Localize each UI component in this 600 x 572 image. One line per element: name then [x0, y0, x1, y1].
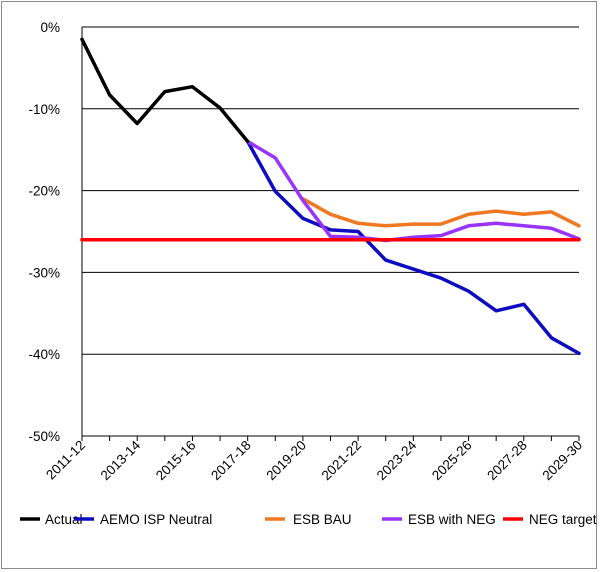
x-tick-label: 2025-26 [429, 438, 475, 484]
y-tick-label: -30% [28, 265, 60, 280]
x-tick-label: 2023-24 [374, 437, 420, 483]
series-line-esb-bau [301, 197, 581, 228]
series-line-esb-with-neg [245, 139, 581, 243]
x-tick-label: 2011-12 [43, 438, 88, 483]
legend-label-aemo-isp-neutral: AEMO ISP Neutral [100, 512, 212, 527]
series-line-aemo-isp-neutral [245, 139, 581, 356]
y-tick-label: -20% [28, 184, 60, 199]
x-tick-label: 2015-16 [153, 438, 199, 484]
legend-label-neg-target: NEG target [529, 512, 597, 527]
series-line-actual [80, 37, 250, 144]
x-tick-label: 2029-30 [539, 438, 585, 484]
x-tick-label: 2019-20 [263, 438, 309, 484]
y-tick-label: 0% [40, 20, 60, 35]
x-tick-label: 2021-22 [319, 438, 365, 484]
y-tick-label: -10% [28, 102, 60, 117]
y-tick-label: -40% [28, 347, 60, 362]
legend: Actual AEMO ISP Neutral ESB BAU ESB with NE… [20, 512, 597, 527]
axes [81, 27, 580, 441]
x-tick-labels: 2011-12 2013-14 2015-16 2017-18 2019-20 2021-… [43, 437, 585, 483]
series-lines [80, 37, 581, 356]
y-tick-labels: 0% -10% -20% -30% -40% -50% [28, 20, 60, 444]
gridlines [82, 26, 579, 355]
x-tick-label: 2013-14 [98, 437, 144, 483]
x-tick-label: 2027-28 [484, 438, 530, 484]
y-tick-label: -50% [28, 429, 60, 444]
legend-label-actual: Actual [45, 512, 83, 527]
legend-label-esb-with-neg: ESB with NEG [408, 512, 496, 527]
legend-label-esb-bau: ESB BAU [293, 512, 352, 527]
x-tick-label: 2017-18 [208, 438, 254, 484]
